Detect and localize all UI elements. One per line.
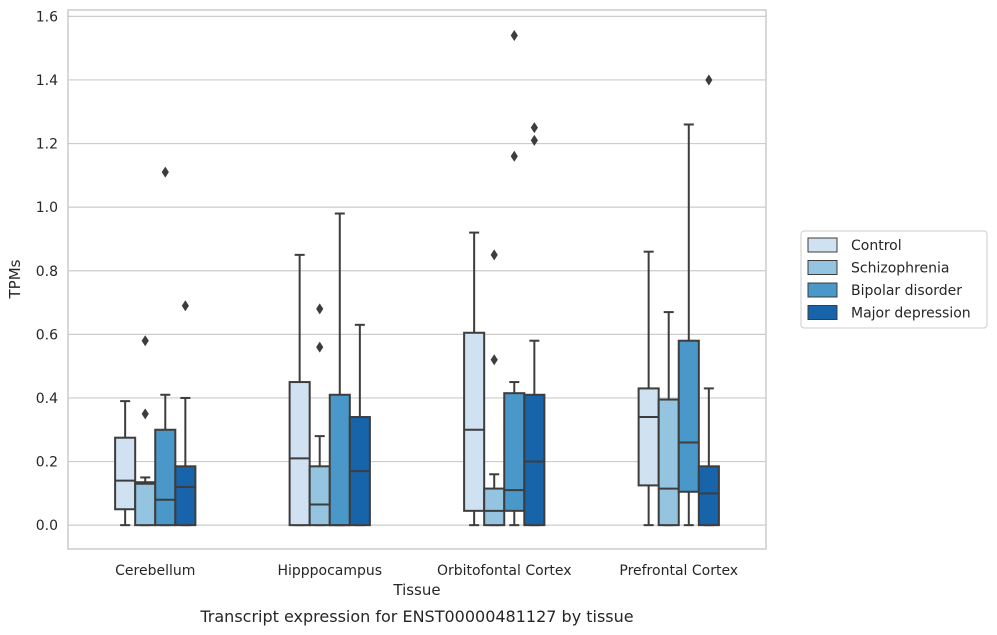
x-tick-label: Orbitofontal Cortex	[437, 563, 572, 579]
legend-label: Bipolar disorder	[851, 283, 962, 299]
box-group	[523, 122, 546, 527]
box	[523, 393, 546, 527]
box	[134, 481, 157, 527]
y-tick-label: 0.0	[36, 518, 58, 534]
box	[657, 398, 680, 527]
plot-frame	[67, 9, 767, 550]
box	[503, 392, 526, 512]
outlier-point	[161, 166, 169, 178]
box	[483, 487, 506, 527]
box	[174, 465, 197, 527]
x-tick-label: Hipppocampus	[277, 563, 382, 579]
box-group	[677, 123, 700, 527]
legend-swatch	[807, 282, 838, 298]
box-group	[174, 300, 197, 527]
chart-caption: Transcript expression for ENST0000048112…	[199, 607, 633, 626]
box-group	[288, 253, 311, 527]
outlier-point	[530, 134, 538, 146]
x-tick-labels: Cerebellum Hipppocampus Orbitofontal Corte…	[115, 563, 738, 579]
outlier-point	[705, 74, 713, 86]
box-group	[134, 335, 157, 527]
legend-label: Major depression	[851, 306, 971, 322]
outlier-point	[316, 341, 324, 353]
outlier-point	[181, 300, 189, 312]
y-tick-label: 0.6	[36, 327, 58, 343]
outlier-point	[510, 29, 518, 41]
box	[328, 393, 351, 527]
outlier-point	[490, 354, 498, 366]
outlier-point	[510, 150, 518, 162]
box	[154, 428, 177, 527]
y-tick-label: 0.4	[36, 391, 58, 407]
box-group	[154, 166, 177, 527]
y-axis-label: TPMs	[6, 259, 24, 299]
box	[308, 465, 331, 527]
legend-swatch	[807, 237, 838, 253]
y-tick-label: 0.2	[36, 455, 58, 471]
legend-label: Schizophrenia	[851, 261, 949, 277]
outlier-point	[530, 122, 538, 134]
y-tick-labels: 0.0 0.2 0.4 0.6 0.8 1.0 1.2 1.4 1.6	[36, 9, 58, 534]
box	[677, 339, 700, 493]
legend-frame	[800, 230, 988, 329]
box	[288, 381, 311, 527]
boxes	[114, 29, 720, 527]
box	[697, 465, 720, 527]
box-group	[348, 323, 371, 527]
x-tick-label: Cerebellum	[115, 563, 195, 579]
box-group	[463, 231, 486, 527]
outlier-point	[141, 335, 149, 347]
box-group	[114, 400, 137, 527]
legend: Control Schizophrenia Bipolar disorder Majo…	[800, 230, 988, 329]
legend-swatch	[807, 305, 838, 320]
x-axis-label: Tissue	[392, 581, 440, 599]
box	[637, 387, 660, 487]
y-tick-label: 1.0	[36, 200, 58, 216]
y-tick-label: 1.6	[36, 9, 58, 25]
y-tick-label: 1.4	[36, 73, 58, 89]
legend-label: Control	[851, 238, 902, 254]
box-group	[697, 74, 720, 527]
outlier-point	[141, 408, 149, 420]
outlier-point	[490, 249, 498, 261]
y-tick-label: 1.2	[36, 137, 58, 153]
x-tick-label: Prefrontal Cortex	[619, 563, 738, 579]
box	[114, 436, 137, 511]
outlier-point	[316, 303, 324, 315]
y-tick-label: 0.8	[36, 264, 58, 280]
legend-swatch	[807, 260, 838, 275]
box	[463, 331, 486, 512]
